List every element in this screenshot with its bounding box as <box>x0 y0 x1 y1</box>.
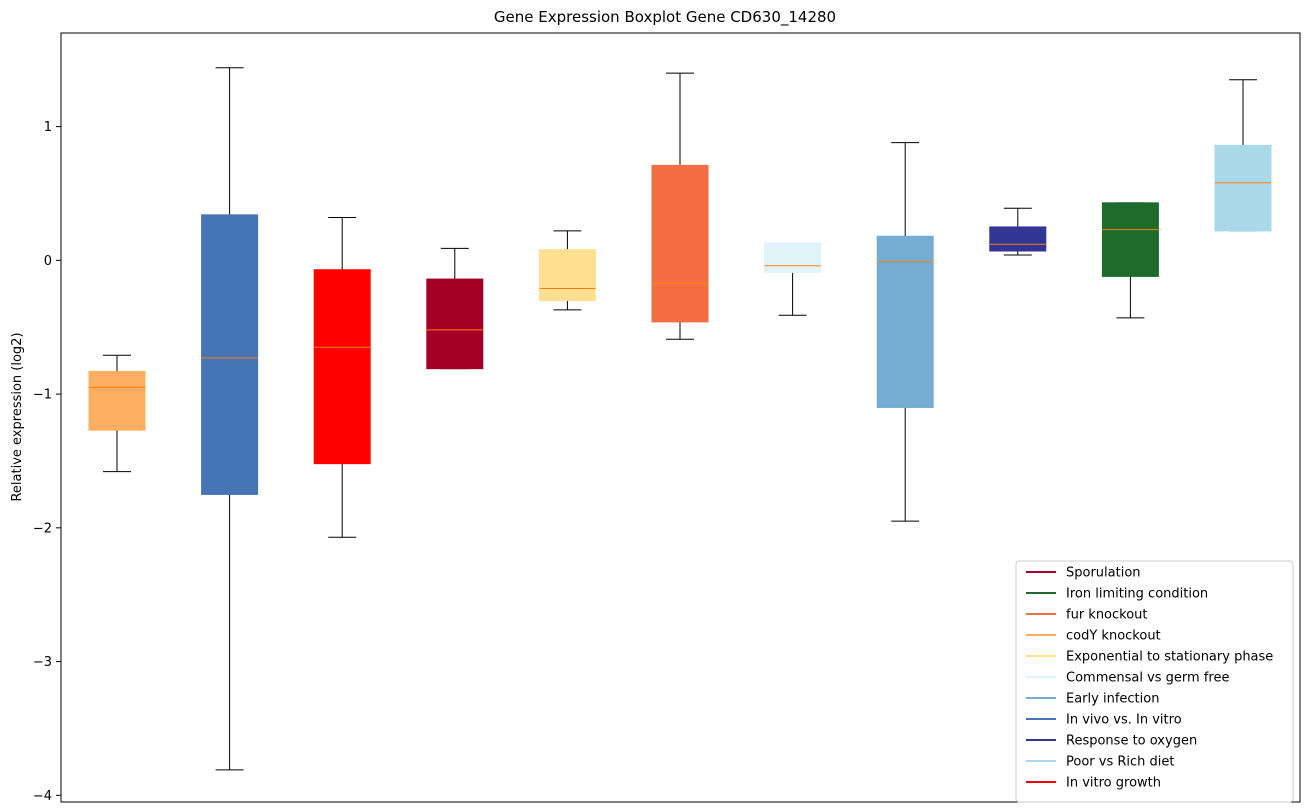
y-tick-label: 0 <box>44 254 52 269</box>
box-cody-knockout <box>88 354 146 473</box>
y-tick-label: −4 <box>33 789 52 804</box>
box-iron-limiting-condition <box>1101 202 1159 319</box>
box-body <box>201 214 259 495</box>
box-body <box>764 242 822 273</box>
box-body <box>426 278 484 370</box>
box-in-vitro-growth <box>313 217 371 538</box>
box-exponential-to-stationary-phase <box>538 230 596 311</box>
box-poor-vs-rich-diet <box>1214 79 1272 232</box>
box-body <box>651 164 709 323</box>
box-fur-knockout <box>651 72 709 340</box>
legend-label: In vitro growth <box>1066 776 1161 791</box>
box-body <box>313 269 371 465</box>
legend-frame <box>1015 560 1294 803</box>
y-tick-label: −2 <box>33 521 52 536</box>
legend-label: Early infection <box>1066 692 1159 707</box>
box-response-to-oxygen <box>989 207 1047 256</box>
box-body <box>876 235 934 408</box>
legend-label: Response to oxygen <box>1066 734 1197 749</box>
box-early-infection <box>876 142 934 522</box>
chart-title: Gene Expression Boxplot Gene CD630_14280 <box>494 8 836 27</box>
y-tick-label: −3 <box>33 655 52 670</box>
legend-label: fur knockout <box>1066 608 1148 623</box>
legend-label: In vivo vs. In vitro <box>1066 713 1182 728</box>
box-in-vivo-vs-in-vitro <box>201 67 259 771</box>
box-sporulation <box>426 247 484 370</box>
y-tick-label: 1 <box>44 120 52 135</box>
legend-label: Poor vs Rich diet <box>1066 755 1174 770</box>
legend-label: Commensal vs germ free <box>1066 671 1229 686</box>
box-body <box>88 370 146 431</box>
legend-label: Iron limiting condition <box>1066 587 1208 602</box>
legend: Sporulation Iron limiting condition fur kn… <box>1015 560 1294 803</box>
box-commensal-vs-germ-free <box>764 242 822 316</box>
plot-frame <box>60 32 1301 803</box>
y-axis-label: Relative expression (log2) <box>10 332 25 501</box>
box-body <box>1214 144 1272 232</box>
box-body <box>1101 202 1159 277</box>
boxes-group <box>88 67 1272 771</box>
box-body <box>538 249 596 301</box>
legend-label: codY knockout <box>1066 629 1161 644</box>
legend-label: Sporulation <box>1066 566 1141 581</box>
y-tick-label: −1 <box>33 388 52 403</box>
legend-label: Exponential to stationary phase <box>1066 650 1273 665</box>
box-body <box>989 226 1047 252</box>
y-axis: 1 0 −1 −2 −3 −4 <box>33 120 61 804</box>
